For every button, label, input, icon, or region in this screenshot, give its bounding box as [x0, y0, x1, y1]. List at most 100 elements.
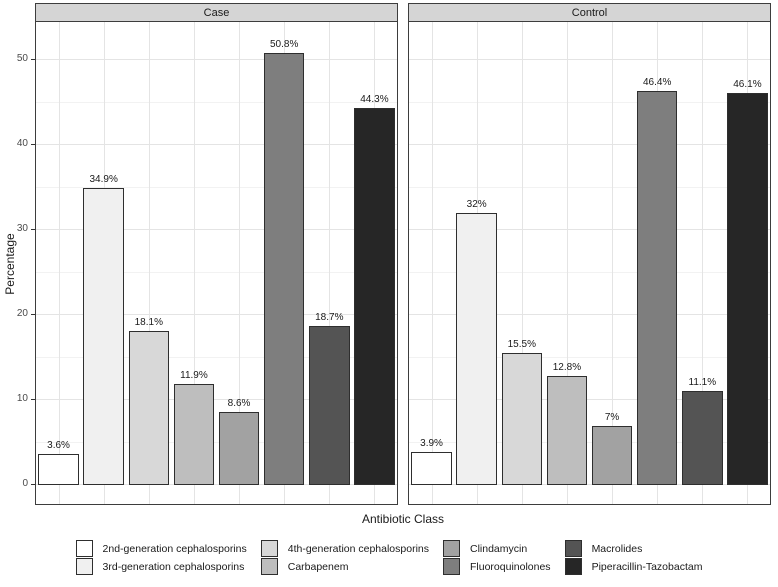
bar-slot: 15.5%	[499, 339, 544, 485]
gridline-minor	[36, 356, 397, 358]
y-tick-label: 10	[16, 393, 28, 404]
bar-value-label: 15.5%	[507, 339, 536, 351]
bar-value-label: 46.4%	[643, 76, 672, 88]
legend-column: Macrolides Piperacillin-Tazobactam	[564, 540, 703, 575]
bar-slot: 44.3%	[352, 94, 397, 485]
gridline-major	[36, 144, 397, 145]
legend-swatch-clindamycin	[443, 540, 460, 557]
legend-label: Carbapenem	[287, 560, 349, 573]
legend-label: 2nd-generation cephalosporins	[102, 542, 247, 555]
bar-4th-generation-cephalosporins	[128, 331, 170, 485]
bar-value-label: 50.8%	[270, 39, 299, 51]
bar-value-label: 32%	[466, 199, 487, 210]
facet-strip-case: Case	[35, 3, 398, 22]
gridline-minor	[409, 356, 770, 358]
gridline-vertical	[521, 22, 523, 504]
bar-value-label: 46.1%	[733, 79, 762, 91]
bar-2nd-generation-cephalosporins	[411, 451, 452, 485]
bar-slot: 11.9%	[171, 370, 216, 485]
y-tick-label: 40	[16, 138, 28, 149]
legend-swatch-fluoroquinolones	[443, 558, 460, 575]
gridline-major	[409, 229, 770, 230]
y-axis-title: Percentage	[3, 233, 17, 295]
bar-value-label: 3.6%	[47, 440, 70, 452]
gridline-major	[409, 314, 770, 315]
bar-value-label: 3.9%	[420, 437, 443, 449]
bar-value-label: 12.8%	[552, 362, 582, 374]
gridline-major	[36, 59, 397, 60]
bar-slot: 3.9%	[409, 438, 454, 485]
gridline-major	[409, 59, 770, 60]
legend-label: Clindamycin	[470, 542, 528, 555]
legend-swatch-3rd-generation-cephalosporins	[75, 558, 93, 575]
legend-label: Piperacillin-Tazobactam	[591, 560, 703, 573]
legend-label: Fluoroquinolones	[470, 560, 551, 573]
gridline-major	[36, 229, 397, 230]
bar-3rd-generation-cephalosporins	[456, 213, 497, 485]
gridline-vertical	[239, 22, 241, 504]
bar-3rd-generation-cephalosporins	[83, 188, 124, 485]
gridline-major	[36, 314, 397, 315]
bar-slot: 50.8%	[262, 39, 307, 485]
legend-swatch-piperacillin-tazobactam	[564, 558, 582, 575]
bar-clindamycin	[218, 411, 260, 485]
gridline-major	[36, 484, 397, 485]
x-axis-title: Antibiotic Class	[361, 512, 445, 526]
bar-clindamycin	[591, 425, 633, 485]
gridline-vertical	[612, 22, 614, 504]
bar-slot: 18.7%	[307, 312, 352, 485]
gridline-minor	[409, 186, 770, 188]
bars-control: 3.9% 32% 15.5% 12.8% 7% 46.4% 11.1% 46.1%	[409, 22, 770, 504]
legend-swatch-carbapenem	[260, 558, 278, 575]
bar-fluoroquinolones	[636, 90, 678, 485]
gridline-vertical	[329, 22, 331, 504]
panel-control: Control 3.9% 32% 15.5% 12.8% 7% 46.4% 11.1% 46.…	[408, 3, 771, 505]
gridline-minor	[36, 441, 397, 443]
legend-swatch-macrolides	[564, 540, 582, 557]
bar-value-label: 7%	[604, 411, 620, 423]
y-tick-label: 50	[16, 53, 28, 64]
bar-piperacillin-tazobactam	[727, 93, 768, 485]
bar-slot: 32%	[454, 199, 499, 485]
bar-slot: 46.4%	[635, 77, 680, 485]
bar-value-label: 18.7%	[315, 312, 344, 324]
gridline-vertical	[431, 22, 433, 504]
y-tick-label: 0	[22, 478, 28, 489]
legend-label: 3rd-generation cephalosporins	[102, 560, 245, 573]
gridline-major	[409, 484, 770, 485]
gridline-vertical	[148, 22, 150, 504]
bar-4th-generation-cephalosporins	[501, 353, 543, 485]
legend-label: Macrolides	[591, 542, 643, 555]
bar-slot: 34.9%	[81, 174, 126, 485]
gridline-major	[409, 399, 770, 400]
gridline-vertical	[58, 22, 60, 504]
bar-slot: 46.1%	[725, 79, 770, 485]
gridline-major	[409, 144, 770, 145]
gridline-major	[36, 399, 397, 400]
bar-carbapenem	[546, 376, 588, 485]
bar-macrolides	[309, 326, 350, 485]
bar-2nd-generation-cephalosporins	[38, 454, 79, 485]
gridline-minor	[409, 441, 770, 443]
bar-value-label: 18.1%	[134, 317, 163, 329]
bar-slot: 8.6%	[217, 398, 262, 485]
bar-value-label: 8.6%	[227, 397, 251, 409]
gridline-minor	[409, 271, 770, 273]
facet-strip-control: Control	[408, 3, 771, 22]
gridline-vertical	[566, 22, 568, 504]
bar-slot: 7%	[590, 411, 635, 485]
gridline-minor	[36, 271, 397, 273]
legend-swatch-4th-generation-cephalosporins	[260, 540, 278, 557]
legend-column: Clindamycin Fluoroquinolones	[443, 540, 551, 575]
bar-slot: 18.1%	[126, 317, 171, 485]
bar-piperacillin-tazobactam	[354, 108, 395, 485]
legend-swatch-2nd-generation-cephalosporins	[75, 540, 93, 557]
bar-value-label: 34.9%	[89, 174, 118, 186]
bar-fluoroquinolones	[263, 53, 305, 485]
bar-slot: 12.8%	[544, 362, 589, 485]
bar-slot: 11.1%	[680, 377, 725, 485]
bar-value-label: 11.1%	[688, 376, 717, 388]
gridline-minor	[409, 101, 770, 103]
plot-area-case: 3.6% 34.9% 18.1% 11.9% 8.6% 50.8% 18.7% 44.3%	[35, 22, 398, 505]
legend-label: 4th-generation cephalosporins	[287, 542, 429, 555]
